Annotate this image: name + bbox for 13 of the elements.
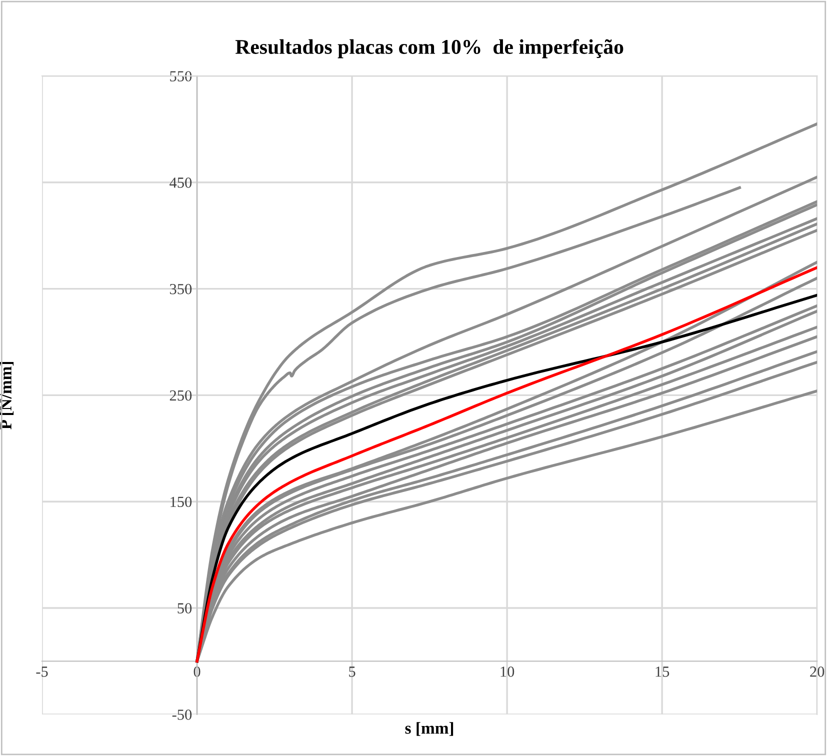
x-tick-label: -5 [36, 666, 48, 677]
x-tick-label: 5 [349, 666, 356, 677]
y-tick-label: 450 [170, 178, 192, 188]
chart-title: Resultados placas com 10% de imperfeição [235, 39, 624, 58]
y-tick-label: -50 [172, 710, 192, 720]
x-tick-label: 15 [656, 666, 670, 677]
y-tick-label: 350 [170, 284, 192, 294]
x-tick-label: 10 [500, 666, 514, 677]
x-tick-label: 20 [810, 666, 824, 677]
y-tick-label: 50 [178, 603, 192, 614]
y-tick-label: 150 [170, 496, 192, 508]
x-axis-title: s [mm] [405, 722, 454, 736]
y-tick-label: 250 [170, 390, 192, 401]
